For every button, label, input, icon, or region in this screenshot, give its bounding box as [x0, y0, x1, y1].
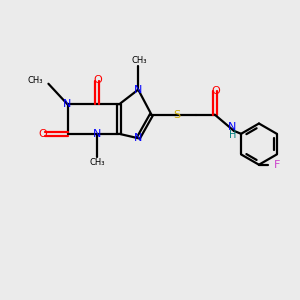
Text: S: S	[173, 110, 180, 120]
Text: H: H	[229, 130, 236, 140]
Text: N: N	[228, 122, 237, 132]
Text: O: O	[93, 75, 102, 85]
Text: N: N	[134, 85, 142, 94]
Text: N: N	[93, 129, 101, 139]
Text: O: O	[39, 129, 47, 139]
Text: N: N	[63, 99, 72, 110]
Text: N: N	[134, 133, 142, 143]
Text: CH₃: CH₃	[131, 56, 147, 65]
Text: CH₃: CH₃	[90, 158, 105, 167]
Text: CH₃: CH₃	[27, 76, 43, 85]
Text: F: F	[273, 160, 280, 170]
Text: O: O	[211, 85, 220, 95]
